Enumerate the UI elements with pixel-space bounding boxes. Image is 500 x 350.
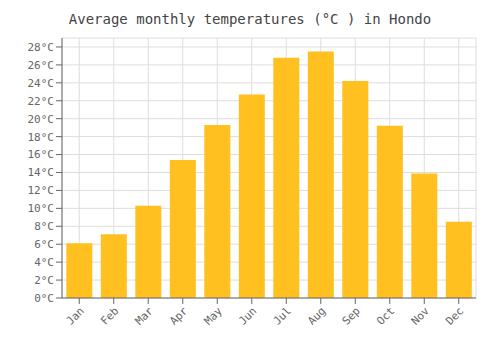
svg-text:28°C: 28°C xyxy=(28,41,55,54)
svg-text:6°C: 6°C xyxy=(34,238,54,251)
svg-text:0°C: 0°C xyxy=(34,292,54,305)
svg-text:2°C: 2°C xyxy=(34,274,54,287)
html-text:Average monthly temperatures (: Average monthly temperatures (°C ) in Ho… xyxy=(68,11,432,27)
svg-text:26°C: 26°C xyxy=(28,59,55,72)
svg-text:May: May xyxy=(202,304,226,328)
svg-text:Nov: Nov xyxy=(409,304,433,328)
svg-text:Apr: Apr xyxy=(167,304,191,328)
svg-text:14°C: 14°C xyxy=(28,166,55,179)
svg-text:18°C: 18°C xyxy=(28,131,55,144)
svg-text:Jul: Jul xyxy=(271,304,294,327)
svg-text:22°C: 22°C xyxy=(28,95,55,108)
svg-text:Feb: Feb xyxy=(98,304,121,327)
svg-text:4°C: 4°C xyxy=(34,256,54,269)
svg-text:16°C: 16°C xyxy=(28,148,55,161)
svg-text:Sep: Sep xyxy=(340,304,363,327)
svg-text:Oct: Oct xyxy=(374,304,397,327)
svg-text:10°C: 10°C xyxy=(28,202,55,215)
svg-text:Jun: Jun xyxy=(236,304,259,327)
svg-text:8°C: 8°C xyxy=(34,220,54,233)
svg-text:24°C: 24°C xyxy=(28,77,55,90)
svg-text:Jan: Jan xyxy=(64,304,87,327)
svg-text:Dec: Dec xyxy=(443,304,466,327)
svg-text:Mar: Mar xyxy=(133,304,157,328)
svg-text:Aug: Aug xyxy=(305,304,328,327)
svg-text:12°C: 12°C xyxy=(28,184,55,197)
svg-text:20°C: 20°C xyxy=(28,113,55,126)
